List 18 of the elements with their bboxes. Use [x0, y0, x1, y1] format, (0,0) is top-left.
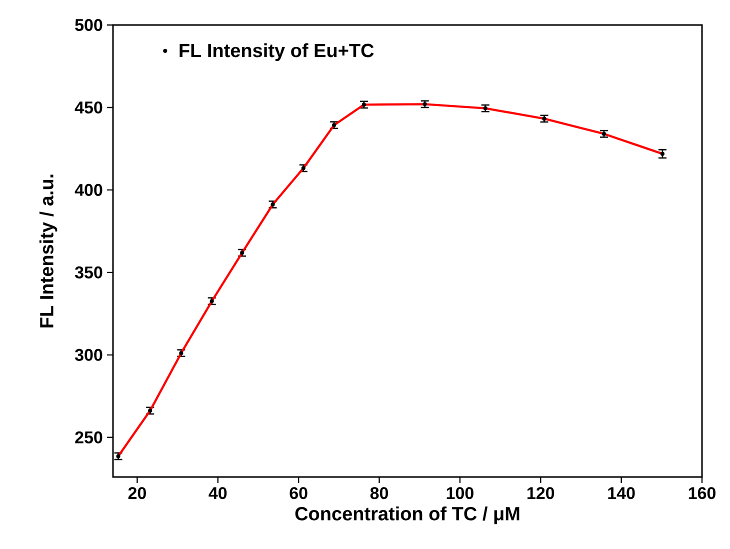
y-axis-title: FL Intensity / a.u. — [39, 174, 58, 328]
y-tick-label: 300 — [74, 348, 102, 361]
x-axis-title: Concentration of TC / μM — [295, 506, 520, 524]
line-series — [117, 103, 664, 458]
legend-label: FL Intensity of Eu+TC — [180, 43, 374, 61]
y-tick-label: 500 — [75, 18, 102, 32]
x-tick-label: 120 — [528, 487, 554, 500]
x-tick-label: 140 — [608, 487, 635, 500]
y-tick-label: 350 — [74, 266, 102, 278]
y-tick-label: 450 — [74, 101, 102, 114]
x-tick-label: 80 — [370, 487, 388, 500]
x-tick-label: 60 — [290, 487, 308, 500]
y-tick-label: 250 — [75, 431, 102, 444]
x-tick-label: 40 — [208, 487, 227, 500]
x-tick-label: 160 — [688, 487, 716, 500]
y-tick-label: 400 — [74, 184, 102, 196]
x-tick-label: 20 — [128, 487, 146, 500]
x-tick-label: 100 — [446, 487, 474, 500]
